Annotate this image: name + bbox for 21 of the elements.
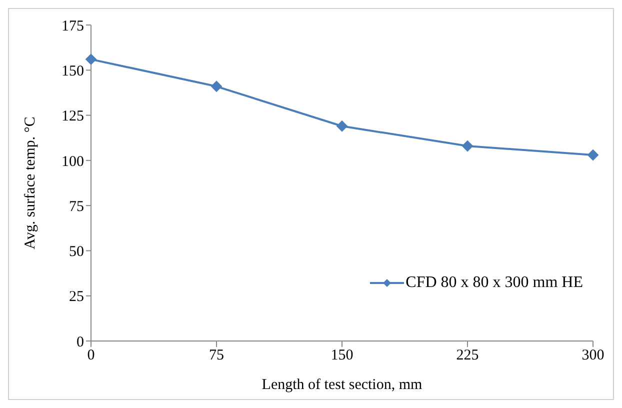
point	[211, 80, 222, 92]
x-tick-label: 75	[209, 348, 224, 364]
y-tick-label: 175	[62, 18, 84, 34]
y-tick-label: 100	[62, 154, 84, 170]
y-tick-label: 0	[76, 334, 84, 350]
point	[86, 54, 96, 65]
point	[336, 120, 348, 132]
y-tick-label: 75	[69, 198, 84, 215]
x-tick-label: 225	[456, 348, 479, 364]
y-tick-label: 25	[69, 289, 84, 306]
x-tick-label: 150	[330, 348, 354, 364]
point	[588, 150, 598, 161]
y-tick-label: 125	[62, 108, 84, 125]
y-axis-title: Avg. surface temp. °C	[22, 116, 38, 250]
x-tick-label: 300	[582, 348, 604, 364]
x-tick-label: 0	[87, 348, 95, 364]
legend-label: CFD 80 x 80 x 300 mm HE	[406, 274, 583, 292]
y-tick-label: 150	[62, 63, 84, 80]
y-tick-label: 50	[69, 244, 84, 260]
point	[462, 140, 473, 152]
x-axis-title: Length of test section, mm	[262, 377, 423, 393]
